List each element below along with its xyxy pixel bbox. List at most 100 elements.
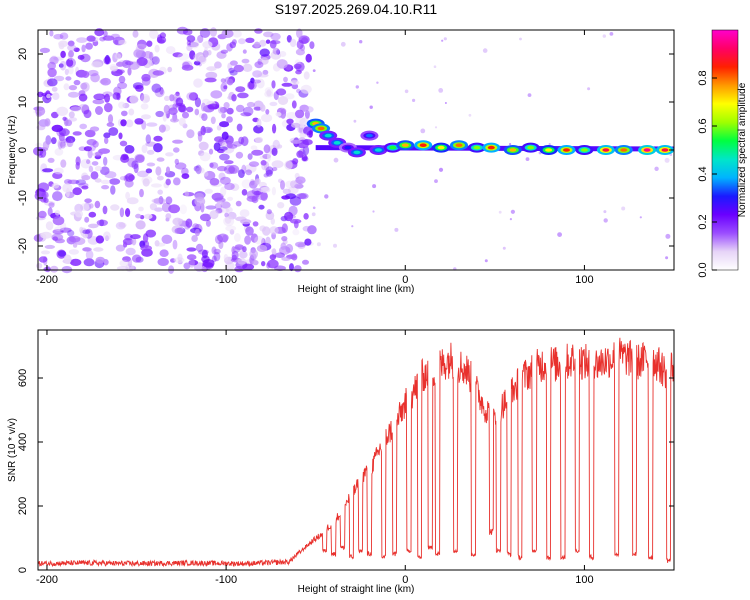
noise-blob (237, 92, 249, 99)
noise-blob (173, 257, 185, 263)
noise-blob (119, 207, 125, 218)
noise-blob (256, 78, 265, 89)
colorbar-tick-label: 0.2 (697, 214, 709, 229)
noise-blob (60, 141, 66, 149)
noise-blob (68, 249, 79, 255)
noise-blob (269, 254, 277, 260)
noise-blob (298, 192, 309, 200)
noise-blob (125, 173, 135, 182)
noise-blob (109, 178, 121, 185)
noise-blob (118, 39, 127, 45)
noise-speck (509, 143, 512, 146)
noise-speck (665, 233, 671, 239)
noise-blob (125, 119, 134, 128)
noise-blob (276, 88, 287, 96)
noise-blob (81, 185, 89, 190)
noise-blob (104, 171, 117, 179)
noise-blob (178, 105, 187, 113)
noise-blob (116, 61, 124, 67)
noise-blob (227, 196, 234, 201)
noise-speck (665, 256, 669, 260)
noise-blob (214, 234, 223, 244)
noise-blob (289, 80, 300, 86)
noise-blob (213, 142, 221, 152)
noise-blob (224, 160, 234, 165)
noise-blob (68, 117, 78, 122)
noise-blob (119, 140, 128, 147)
noise-speck (434, 179, 438, 184)
noise-blob (245, 37, 255, 43)
noise-speck (482, 48, 488, 53)
noise-blob (151, 198, 163, 204)
noise-speck (333, 157, 339, 163)
noise-blob (82, 70, 90, 78)
noise-blob (86, 35, 96, 42)
colorbar-tick-label: 0.8 (697, 70, 709, 85)
noise-blob (65, 136, 76, 144)
noise-blob (133, 49, 142, 58)
noise-speck (355, 85, 359, 89)
x-tick-label: 100 (575, 574, 593, 586)
noise-blob (277, 202, 285, 209)
colorbar: 0.0 0.2 0.4 0.6 0.8 Normalized spectral ampl… (697, 29, 748, 278)
noise-blob (238, 38, 246, 45)
noise-blob (223, 254, 229, 262)
noise-blob (42, 141, 50, 150)
ridge-peak (374, 148, 382, 152)
noise-blob (295, 176, 306, 184)
noise-blob (188, 92, 199, 101)
noise-blob (70, 258, 82, 266)
noise-speck (548, 143, 551, 146)
noise-blob (204, 77, 217, 83)
noise-blob (49, 30, 54, 37)
noise-speck (609, 32, 614, 36)
noise-blob (291, 122, 301, 128)
noise-blob (281, 256, 291, 261)
noise-speck (510, 209, 515, 214)
noise-blob (75, 179, 87, 186)
noise-blob (94, 165, 102, 172)
noise-blob (141, 114, 151, 120)
noise-blob (294, 265, 302, 273)
noise-blob (86, 159, 91, 165)
noise-blob (176, 26, 189, 35)
noise-blob (186, 35, 196, 43)
noise-blob (219, 146, 228, 151)
noise-blob (40, 231, 52, 239)
noise-blob (53, 75, 65, 82)
noise-blob (151, 56, 160, 65)
noise-blob (220, 186, 227, 197)
noise-blob (207, 103, 220, 110)
noise-blob (88, 211, 97, 218)
noise-blob (83, 146, 92, 152)
noise-blob (243, 106, 254, 117)
noise-blob (67, 179, 80, 185)
noise-blob (172, 217, 183, 226)
noise-blob (239, 250, 248, 259)
noise-blob (200, 125, 206, 136)
noise-blob (286, 112, 297, 119)
noise-blob (51, 124, 63, 132)
noise-blob (252, 79, 262, 84)
noise-blob (66, 138, 74, 148)
noise-blob (186, 129, 195, 139)
noise-blob (218, 172, 226, 181)
noise-blob (256, 118, 262, 128)
noise-blob (254, 61, 264, 69)
noise-blob (120, 119, 127, 127)
noise-blob (46, 93, 51, 99)
noise-blob (195, 167, 205, 174)
noise-blob (205, 219, 211, 227)
noise-blob (59, 227, 72, 233)
noise-blob (118, 132, 123, 140)
noise-blob (58, 40, 69, 48)
noise-blob (63, 254, 72, 264)
noise-blob (118, 75, 126, 84)
noise-blob (73, 79, 81, 86)
noise-blob (226, 116, 233, 123)
noise-blob (110, 65, 118, 72)
noise-blob (117, 82, 128, 90)
noise-blob (106, 122, 115, 127)
